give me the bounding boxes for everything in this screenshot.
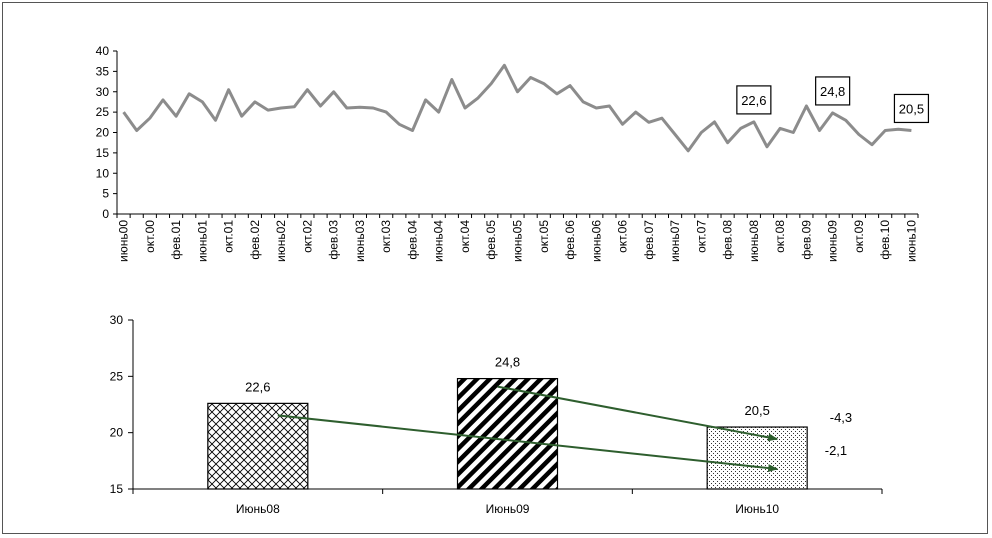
x-tick-label: окт.00 [143, 220, 157, 253]
y-tick-label: 10 [96, 166, 110, 180]
bar-data-label: 24,8 [495, 355, 520, 370]
y-tick-label: 15 [96, 146, 110, 160]
callout-box [893, 93, 930, 124]
callout-label: 24,8 [820, 84, 845, 99]
bar-chart-data-labels: 22,6 24,8 20,5 [245, 355, 770, 418]
x-tick-label: фев.07 [642, 220, 656, 260]
x-tick-label: окт.05 [537, 220, 551, 253]
x-tick-label: июнь00 [117, 220, 131, 262]
x-tick-label: фев.02 [248, 220, 262, 260]
x-tick-label: окт.01 [222, 220, 236, 253]
bar-chart-annotations: -4,3 -2,1 [825, 410, 852, 458]
change-arrow [497, 385, 779, 442]
line-chart-y-ticks: 0 5 10 15 20 25 30 35 40 [96, 44, 117, 221]
x-tick-label: фев.10 [878, 220, 892, 260]
x-tick-label: фев.04 [405, 220, 419, 260]
callout-box [815, 76, 851, 106]
y-tick-label: 0 [102, 207, 109, 221]
x-tick-label: фев.08 [721, 220, 735, 260]
y-tick-label: 25 [110, 369, 124, 383]
x-tick-label: окт.04 [458, 220, 472, 253]
bar-data-label: 22,6 [245, 379, 270, 394]
x-tick-label: июнь05 [511, 220, 525, 262]
y-tick-label: 30 [110, 313, 124, 327]
x-tick-label: окт.02 [300, 220, 314, 253]
x-tick-label: июнь09 [826, 220, 840, 262]
bar-chart-arrows [277, 385, 779, 473]
x-tick-label: фев.01 [169, 220, 183, 260]
x-tick-label: июнь10 [904, 220, 918, 262]
change-annotation: -4,3 [830, 410, 852, 425]
x-tick-label: фев.06 [563, 220, 577, 260]
series-line [122, 63, 912, 153]
y-tick-label: 30 [96, 85, 110, 99]
x-tick-label: июнь02 [274, 220, 288, 262]
x-tick-label: окт.06 [616, 220, 630, 253]
x-tick-label: июнь04 [432, 220, 446, 262]
y-tick-label: 40 [96, 44, 110, 58]
x-tick-label: июнь08 [747, 220, 761, 262]
x-tick-label: июнь03 [353, 220, 367, 262]
callout-box [736, 85, 772, 115]
bar-chart: 15 20 25 30 Июнь08 Июнь09 Июнь10 22,6 24,8 20,5… [110, 313, 883, 516]
x-tick-label: фев.09 [799, 220, 813, 260]
x-tick-label: окт.07 [694, 220, 708, 253]
x-tick-label: Июнь10 [735, 502, 779, 516]
x-tick-label: окт.03 [379, 220, 393, 253]
x-tick-label: июнь06 [589, 220, 603, 262]
change-annotation: -2,1 [825, 443, 847, 458]
bar-chart-bars [207, 377, 808, 490]
y-tick-label: 35 [96, 64, 110, 78]
line-chart-x-ticks: июнь00 окт.00 фев.01 июнь01 окт.01 фев.02 июнь… [116, 214, 919, 262]
x-tick-label: июнь07 [668, 220, 682, 262]
x-tick-label: окт.09 [852, 220, 866, 253]
bar-data-label: 20,5 [745, 403, 770, 418]
line-chart-axes [116, 51, 918, 215]
callout-label: 22,6 [741, 93, 766, 108]
x-tick-label: фев.05 [484, 220, 498, 260]
y-tick-label: 25 [96, 105, 110, 119]
line-chart-callouts: 22,6 24,8 20,5 [736, 76, 930, 124]
x-tick-label: Июнь09 [486, 502, 530, 516]
callout-label: 20,5 [899, 101, 924, 116]
y-tick-label: 20 [96, 126, 110, 140]
x-tick-label: фев.03 [327, 220, 341, 260]
x-tick-label: окт.08 [773, 220, 787, 253]
bar-chart-y-ticks: 15 20 25 30 [110, 313, 133, 496]
bar-chart-axes [132, 320, 882, 490]
y-tick-label: 20 [110, 426, 124, 440]
x-tick-label: Июнь08 [236, 502, 280, 516]
bar-chart-x-ticks: Июнь08 Июнь09 Июнь10 [132, 489, 883, 516]
bar [706, 426, 808, 490]
y-tick-label: 5 [102, 187, 109, 201]
y-tick-label: 15 [110, 482, 124, 496]
change-arrow [277, 414, 779, 473]
x-tick-label: июнь01 [195, 220, 209, 262]
